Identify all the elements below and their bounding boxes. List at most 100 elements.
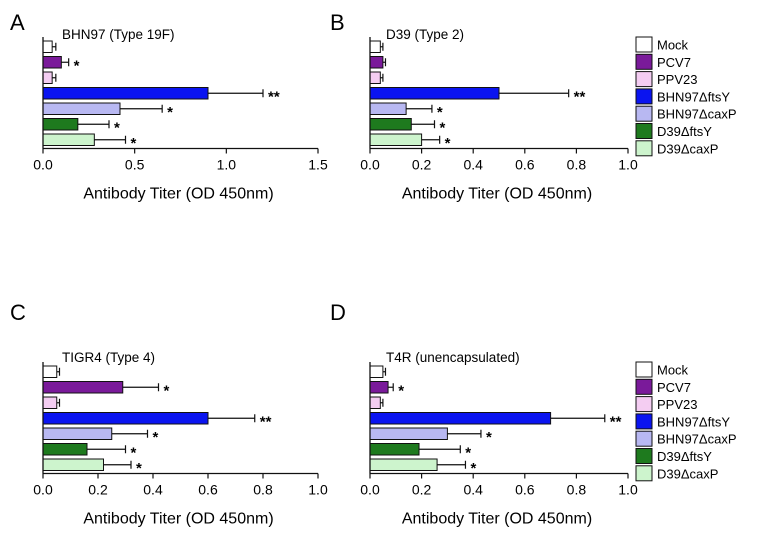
legend-entry: D39ΔftsY xyxy=(657,124,712,139)
significance-marker: * xyxy=(167,104,173,121)
bar-Mock xyxy=(369,40,381,53)
significance-marker: ** xyxy=(260,413,272,430)
bar-PCV7 xyxy=(369,56,384,69)
significance-marker: * xyxy=(74,57,80,74)
x-axis-label: Antibody Titer (OD 450nm) xyxy=(83,186,273,203)
x-tick-label: 1.5 xyxy=(308,157,328,173)
significance-marker: * xyxy=(164,382,170,399)
significance-marker: * xyxy=(486,429,492,446)
legend-entry: D39ΔcaxP xyxy=(657,466,718,481)
panel-label: D xyxy=(330,300,346,325)
panel-label: B xyxy=(330,10,345,35)
legend-swatch xyxy=(635,413,653,430)
significance-marker: * xyxy=(114,119,120,136)
legend-entry: BHN97ΔcaxP xyxy=(657,107,737,122)
legend: Mock PCV7 PPV23 BHN97ΔftsY BHN97ΔcaxP D39Δfts… xyxy=(635,361,737,482)
x-tick-label: 0.0 xyxy=(33,157,53,173)
x-tick-label: 1.0 xyxy=(217,157,237,173)
x-tick-label: 0.2 xyxy=(88,482,108,498)
bar-PPV23 xyxy=(42,71,53,84)
x-tick-label: 0.4 xyxy=(143,482,163,498)
legend-entry: BHN97ΔftsY xyxy=(657,89,730,104)
significance-marker: ** xyxy=(610,413,622,430)
significance-marker: * xyxy=(131,444,137,461)
x-tick-label: 0.8 xyxy=(253,482,273,498)
legend-swatch xyxy=(635,430,653,447)
x-axis-label: Antibody Titer (OD 450nm) xyxy=(402,511,592,528)
bar-D39ΔcaxP xyxy=(42,133,95,146)
legend-swatch xyxy=(635,448,653,464)
bar-D39ΔcaxP xyxy=(42,458,104,471)
bar-PPV23 xyxy=(369,396,381,409)
legend-swatch xyxy=(635,105,653,122)
legend-entry: PPV23 xyxy=(657,397,697,412)
legend-entry: BHN97ΔftsY xyxy=(657,414,730,429)
legend-entry: Mock xyxy=(657,363,689,378)
bar-PCV7 xyxy=(369,381,389,394)
x-tick-label: 1.0 xyxy=(618,157,638,173)
panel-label: A xyxy=(10,10,25,35)
x-tick-label: 0.8 xyxy=(567,157,587,173)
legend-entry: D39ΔcaxP xyxy=(657,141,718,156)
legend-entry: BHN97ΔcaxP xyxy=(657,432,737,447)
legend-entry: Mock xyxy=(657,38,689,53)
bar-Mock xyxy=(42,40,53,53)
bar-BHN97ΔftsY xyxy=(42,87,209,100)
x-tick-label: 0.8 xyxy=(567,482,587,498)
significance-marker: * xyxy=(398,382,404,399)
legend-swatch xyxy=(635,123,653,139)
bar-PPV23 xyxy=(42,396,58,409)
x-tick-label: 0.5 xyxy=(125,157,145,173)
x-tick-label: 0.2 xyxy=(412,157,432,173)
bar-BHN97ΔcaxP xyxy=(42,427,113,440)
x-axis-label: Antibody Titer (OD 450nm) xyxy=(402,186,592,203)
bar-D39ΔcaxP xyxy=(369,133,423,146)
legend-entry: D39ΔftsY xyxy=(657,449,712,464)
legend-swatch xyxy=(635,53,653,70)
bar-D39ΔftsY xyxy=(369,118,412,131)
bar-BHN97ΔftsY xyxy=(369,412,552,425)
bar-D39ΔftsY xyxy=(369,443,420,456)
significance-marker: * xyxy=(153,429,159,446)
legend-swatch xyxy=(635,465,653,482)
x-tick-label: 0.2 xyxy=(412,482,432,498)
legend-swatch xyxy=(635,36,653,53)
x-tick-label: 1.0 xyxy=(308,482,328,498)
legend-swatch xyxy=(635,71,653,88)
legend-swatch xyxy=(635,378,653,395)
x-tick-label: 0.4 xyxy=(463,482,483,498)
bar-PCV7 xyxy=(42,56,62,69)
x-tick-label: 0.6 xyxy=(198,482,218,498)
bar-PPV23 xyxy=(369,71,381,84)
panel-b: B D39 (Type 2)*****0.0 0.2 0.4 0.6 0.8 1.0Anti… xyxy=(330,10,638,203)
legend-swatch xyxy=(635,88,653,105)
panel-title: D39 (Type 2) xyxy=(386,27,464,42)
significance-marker: * xyxy=(136,460,142,477)
panel-title: T4R (unencapsulated) xyxy=(386,350,520,365)
legend-swatch xyxy=(635,361,653,378)
bar-PCV7 xyxy=(42,381,124,394)
x-tick-label: 0.0 xyxy=(33,482,53,498)
panel-title: TIGR4 (Type 4) xyxy=(62,350,155,365)
bar-Mock xyxy=(369,365,384,378)
x-tick-label: 1.0 xyxy=(618,482,638,498)
bar-BHN97ΔcaxP xyxy=(369,102,407,115)
significance-marker: * xyxy=(470,460,476,477)
significance-marker: * xyxy=(131,135,137,152)
significance-marker: * xyxy=(465,444,471,461)
legend-entry: PCV7 xyxy=(657,55,691,70)
bar-BHN97ΔftsY xyxy=(369,87,500,100)
x-tick-label: 0.0 xyxy=(360,482,380,498)
x-axis-label: Antibody Titer (OD 450nm) xyxy=(83,511,273,528)
significance-marker: * xyxy=(440,119,446,136)
legend-entry: PCV7 xyxy=(657,380,691,395)
legend: Mock PCV7 PPV23 BHN97ΔftsY BHN97ΔcaxP D39Δfts… xyxy=(635,36,737,157)
significance-marker: * xyxy=(445,135,451,152)
legend-swatch xyxy=(635,140,653,157)
bar-BHN97ΔftsY xyxy=(42,412,209,425)
panel-label: C xyxy=(10,300,26,325)
bar-BHN97ΔcaxP xyxy=(369,427,448,440)
